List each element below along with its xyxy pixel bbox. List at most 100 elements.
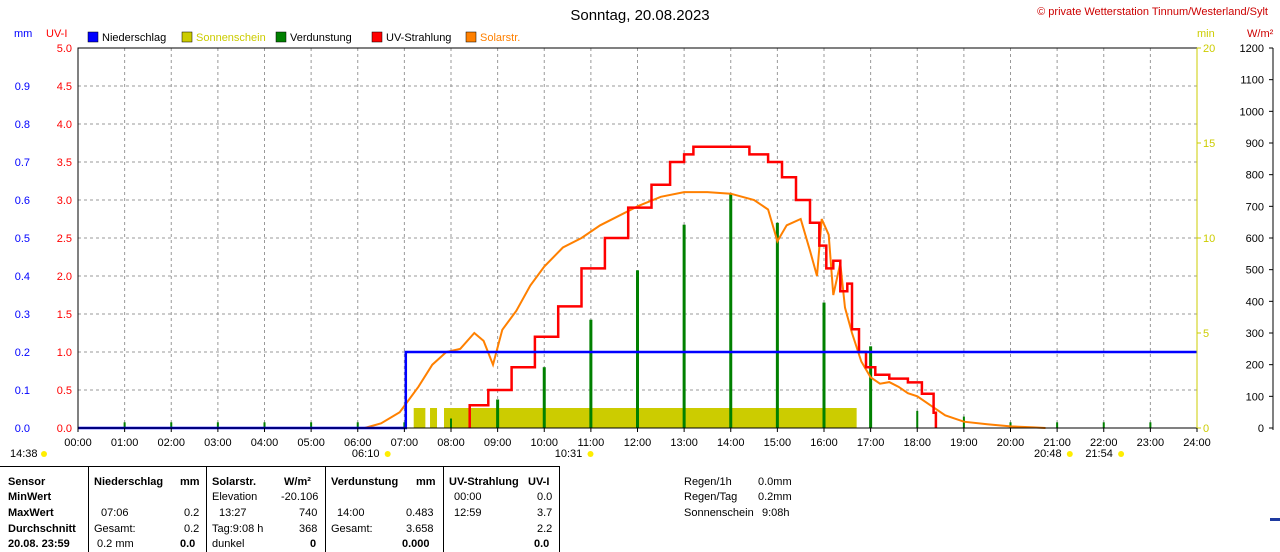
min-tick-label: 15 bbox=[1203, 138, 1215, 150]
solar-avg-val: 368 bbox=[299, 523, 318, 535]
wm2-tick-label: 600 bbox=[1246, 233, 1264, 245]
legend-swatch bbox=[275, 31, 287, 43]
x-tick-label: 07:00 bbox=[391, 437, 419, 449]
x-tick-label: 01:00 bbox=[111, 437, 139, 449]
wm2-tick-label: 1000 bbox=[1240, 106, 1264, 118]
solar-header: Solarstr. bbox=[212, 476, 257, 488]
evaporation-bar bbox=[496, 399, 500, 428]
x-tick-label: 02:00 bbox=[157, 437, 185, 449]
sun-event-label: 14:38 bbox=[10, 448, 38, 460]
wm2-tick-label: 100 bbox=[1246, 391, 1264, 403]
x-tick-label: 18:00 bbox=[903, 437, 931, 449]
credit-text: © private Wetterstation Tinnum/Westerlan… bbox=[1037, 6, 1268, 18]
wm2-tick-label: 1200 bbox=[1240, 43, 1264, 55]
sunshine-bar bbox=[444, 408, 857, 428]
min-tick-label: 10 bbox=[1203, 233, 1215, 245]
x-tick-label: 09:00 bbox=[484, 437, 512, 449]
x-tick-label: 13:00 bbox=[670, 437, 698, 449]
evaporation-bar bbox=[356, 422, 359, 428]
uvi-tick-label: 3.5 bbox=[57, 157, 72, 169]
summary-label-1: Regen/Tag bbox=[684, 491, 738, 503]
uvi-tick-label: 5.0 bbox=[57, 43, 72, 55]
verdunstung-last-val: 0.000 bbox=[402, 538, 430, 550]
summary-value-0: 0.0mm bbox=[758, 476, 792, 488]
mm-tick-label: 0.2 bbox=[15, 347, 30, 359]
verdunstung-unit: mm bbox=[416, 476, 436, 488]
x-tick-label: 23:00 bbox=[1137, 437, 1165, 449]
stats-table: Sensor MinWert MaxWert Durchschnitt 20.0… bbox=[0, 466, 1280, 552]
verdunstung-total-val: 3.658 bbox=[406, 523, 434, 535]
evaporation-bar bbox=[775, 222, 779, 428]
corner-marker bbox=[1270, 518, 1280, 521]
x-tick-label: 04:00 bbox=[251, 437, 279, 449]
row-avg: Durchschnitt bbox=[8, 523, 76, 535]
min-tick-label: 5 bbox=[1203, 328, 1209, 340]
row-min: MinWert bbox=[8, 491, 52, 503]
mm-tick-label: 0.1 bbox=[15, 385, 30, 397]
evaporation-bar bbox=[310, 422, 313, 428]
evaporation-bar bbox=[1009, 422, 1012, 428]
sun-events: 14:38 06:10 10:31 20:48 21:54 bbox=[10, 448, 1125, 460]
uv-unit: UV-I bbox=[528, 476, 550, 488]
row-last: 20.08. 23:59 bbox=[8, 538, 70, 550]
row-max: MaxWert bbox=[8, 507, 54, 519]
sun-event-marker bbox=[384, 451, 391, 457]
x-tick-label: 24:00 bbox=[1183, 437, 1211, 449]
wm2-tick-label: 200 bbox=[1246, 360, 1264, 372]
legend-label: Verdunstung bbox=[290, 32, 352, 44]
solar-radiation-line bbox=[364, 191, 1046, 429]
x-tick-label: 06:00 bbox=[344, 437, 372, 449]
uvi-tick-label: 0.0 bbox=[57, 423, 72, 435]
min-unit-label: min bbox=[1197, 28, 1215, 40]
evaporation-bar bbox=[916, 410, 919, 428]
sun-event-label: 06:10 bbox=[352, 448, 380, 460]
niederschlag-last: 0.2 mm bbox=[97, 538, 134, 550]
wm2-tick-label: 300 bbox=[1246, 328, 1264, 340]
uv-last-val: 0.0 bbox=[534, 538, 550, 550]
evaporation-bar bbox=[822, 302, 826, 428]
solar-elev-val: -20.106 bbox=[281, 491, 319, 503]
evaporation-bar bbox=[170, 422, 173, 428]
x-tick-label: 08:00 bbox=[437, 437, 465, 449]
x-tick-label: 22:00 bbox=[1090, 437, 1118, 449]
wm2-tick-label: 0 bbox=[1258, 423, 1264, 435]
mm-tick-label: 0.9 bbox=[15, 81, 30, 93]
niederschlag-header: Niederschlag bbox=[94, 476, 164, 488]
mm-tick-label: 0.4 bbox=[15, 271, 30, 283]
x-tick-label: 17:00 bbox=[857, 437, 885, 449]
legend-label: UV-Strahlung bbox=[386, 32, 451, 44]
wm2-axis: 0 100 200 300 400 500 600 700 800 900 1000 1100 1200 bbox=[1240, 43, 1273, 435]
evaporation-bar bbox=[1102, 422, 1105, 428]
uvi-unit-label: UV-I bbox=[46, 28, 67, 40]
evaporation-bar bbox=[450, 418, 452, 428]
niederschlag-max-time: 07:06 bbox=[101, 507, 129, 519]
uvi-tick-label: 0.5 bbox=[57, 385, 72, 397]
wm2-unit-label: W/m² bbox=[1247, 28, 1274, 40]
evaporation-bar bbox=[542, 367, 546, 428]
wm2-tick-label: 900 bbox=[1246, 138, 1264, 150]
wm2-tick-label: 700 bbox=[1246, 201, 1264, 213]
uvi-tick-label: 1.5 bbox=[57, 309, 72, 321]
evaporation-bar bbox=[123, 422, 126, 428]
sun-event-marker bbox=[41, 451, 47, 457]
x-tick-label: 21:00 bbox=[1043, 437, 1071, 449]
uv-max-time: 12:59 bbox=[454, 507, 482, 519]
solar-unit: W/m² bbox=[284, 476, 311, 488]
sun-event-marker bbox=[587, 451, 594, 457]
legend-label: Solarstr. bbox=[480, 32, 520, 44]
sun-event-marker bbox=[1066, 451, 1073, 457]
minutes-axis: 0 5 10 15 20 bbox=[1197, 43, 1215, 435]
chart-title: Sonntag, 20.08.2023 bbox=[570, 7, 709, 24]
sunshine-bar bbox=[413, 408, 426, 428]
x-tick-label: 03:00 bbox=[204, 437, 232, 449]
sun-event-label: 20:48 bbox=[1034, 448, 1062, 460]
mm-tick-label: 0.5 bbox=[15, 233, 30, 245]
mm-unit-label: mm bbox=[14, 28, 32, 40]
evaporation-bar bbox=[869, 346, 873, 428]
evaporation-series bbox=[123, 194, 1152, 428]
min-tick-label: 0 bbox=[1203, 423, 1209, 435]
evaporation-bar bbox=[682, 224, 686, 428]
x-tick-label: 14:00 bbox=[717, 437, 745, 449]
x-tick-label: 20:00 bbox=[997, 437, 1025, 449]
x-tick-label: 00:00 bbox=[64, 437, 92, 449]
